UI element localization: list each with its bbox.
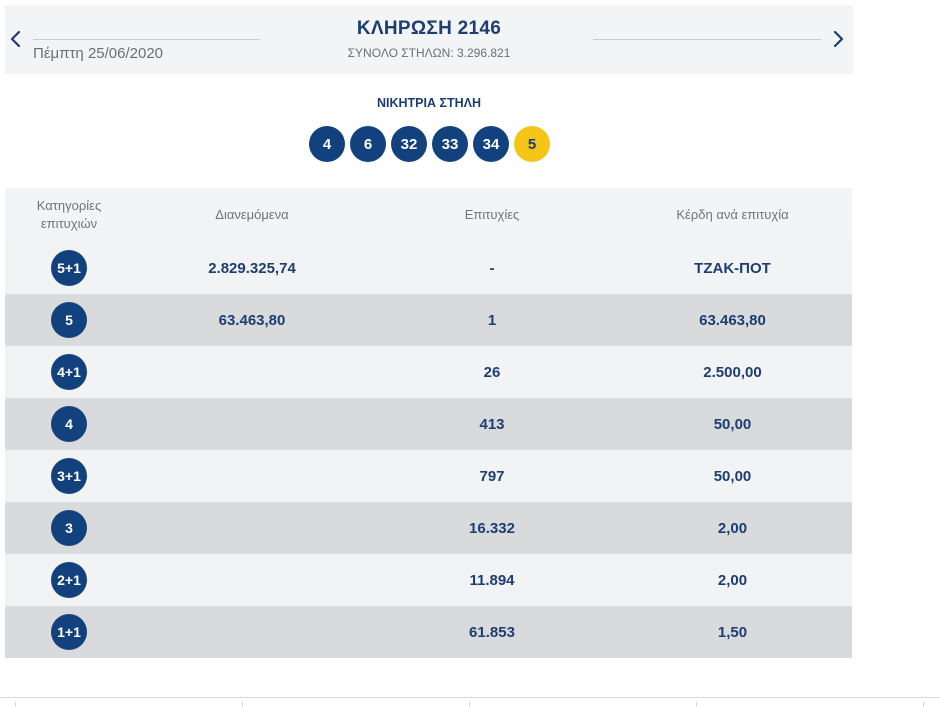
- footer-tick: [469, 702, 470, 707]
- table-row: 1+1 61.853 1,50: [5, 606, 852, 658]
- winning-number-ball: 33: [432, 126, 468, 162]
- winners-value: 797: [479, 467, 505, 485]
- table-row: 3+1 797 50,00: [5, 450, 852, 502]
- prize-value: 1,50: [717, 623, 748, 641]
- table-row: 2+1 11.894 2,00: [5, 554, 852, 606]
- winning-number-ball: 32: [391, 126, 427, 162]
- footer-tick: [15, 702, 16, 707]
- header-divider-left: [33, 39, 260, 40]
- winners-value: 61.853: [469, 623, 515, 641]
- next-draw-button[interactable]: [830, 27, 846, 51]
- distributed-value: [133, 502, 371, 554]
- winning-number-ball: 6: [350, 126, 386, 162]
- distributed-value: 2.829.325,74: [208, 259, 296, 277]
- draw-header: Πέμπτη 25/06/2020 ΚΛΗΡΩΣΗ 2146 ΣΥΝΟΛΟ ΣΤ…: [5, 5, 853, 74]
- chevron-right-icon: [833, 30, 844, 48]
- prize-value: 2.500,00: [703, 363, 762, 381]
- prize-value: ΤΖΑΚ-ΠΟΤ: [694, 259, 771, 277]
- table-header: Κατηγορίες επιτυχιών Διανεμόμενα Επιτυχί…: [5, 188, 852, 242]
- joker-number-ball: 5: [514, 126, 550, 162]
- header-distributed: Διανεμόμενα: [215, 207, 289, 222]
- prize-table: Κατηγορίες επιτυχιών Διανεμόμενα Επιτυχί…: [5, 188, 852, 658]
- distributed-value: [133, 346, 371, 398]
- category-badge: 5: [51, 302, 87, 338]
- table-row: 5+1 2.829.325,74 - ΤΖΑΚ-ΠΟΤ: [5, 242, 852, 294]
- footer-tick: [923, 702, 924, 707]
- category-badge: 4+1: [51, 354, 87, 390]
- prize-value: 63.463,80: [699, 311, 766, 329]
- table-row: 4+1 26 2.500,00: [5, 346, 852, 398]
- header-prize: Κέρδη ανά επιτυχία: [676, 207, 789, 222]
- category-badge: 2+1: [51, 562, 87, 598]
- prize-value: 2,00: [717, 519, 748, 537]
- draw-date: Πέμπτη 25/06/2020: [33, 45, 164, 62]
- distributed-value: [133, 450, 371, 502]
- winners-value: 16.332: [469, 519, 515, 537]
- winning-numbers: 4 6 32 33 34 5: [309, 126, 555, 162]
- category-badge: 3: [51, 510, 87, 546]
- distributed-value: [133, 554, 371, 606]
- winners-value: 11.894: [469, 571, 515, 589]
- winning-column-label: ΝΙΚΗΤΡΙΑ ΣΤΗΛΗ: [376, 96, 482, 110]
- winners-value: 413: [479, 415, 505, 433]
- prize-value: 50,00: [713, 467, 752, 485]
- distributed-value: [133, 606, 371, 658]
- winners-value: -: [489, 259, 495, 277]
- total-columns: ΣΥΝΟΛΟ ΣΤΗΛΩΝ: 3.296.821: [347, 46, 511, 60]
- winning-number-ball: 4: [309, 126, 345, 162]
- category-badge: 5+1: [51, 250, 87, 286]
- header-winners: Επιτυχίες: [464, 207, 520, 222]
- footer-tick: [242, 702, 243, 707]
- distributed-value: [133, 398, 371, 450]
- draw-title: ΚΛΗΡΩΣΗ 2146: [356, 18, 502, 39]
- footer-tick: [696, 702, 697, 707]
- table-row: 3 16.332 2,00: [5, 502, 852, 554]
- footer-divider: [0, 697, 940, 698]
- category-badge: 3+1: [51, 458, 87, 494]
- header-divider-right: [593, 39, 821, 40]
- previous-draw-button[interactable]: [8, 27, 24, 51]
- table-row: 5 63.463,80 1 63.463,80: [5, 294, 852, 346]
- category-badge: 1+1: [51, 614, 87, 650]
- category-badge: 4: [51, 406, 87, 442]
- chevron-left-icon: [10, 30, 21, 48]
- prize-value: 2,00: [717, 571, 748, 589]
- header-category: Κατηγορίες επιτυχιών: [36, 198, 102, 231]
- winning-number-ball: 34: [473, 126, 509, 162]
- winners-value: 1: [487, 311, 497, 329]
- table-row: 4 413 50,00: [5, 398, 852, 450]
- distributed-value: 63.463,80: [218, 311, 286, 329]
- winners-value: 26: [483, 363, 501, 381]
- prize-value: 50,00: [713, 415, 752, 433]
